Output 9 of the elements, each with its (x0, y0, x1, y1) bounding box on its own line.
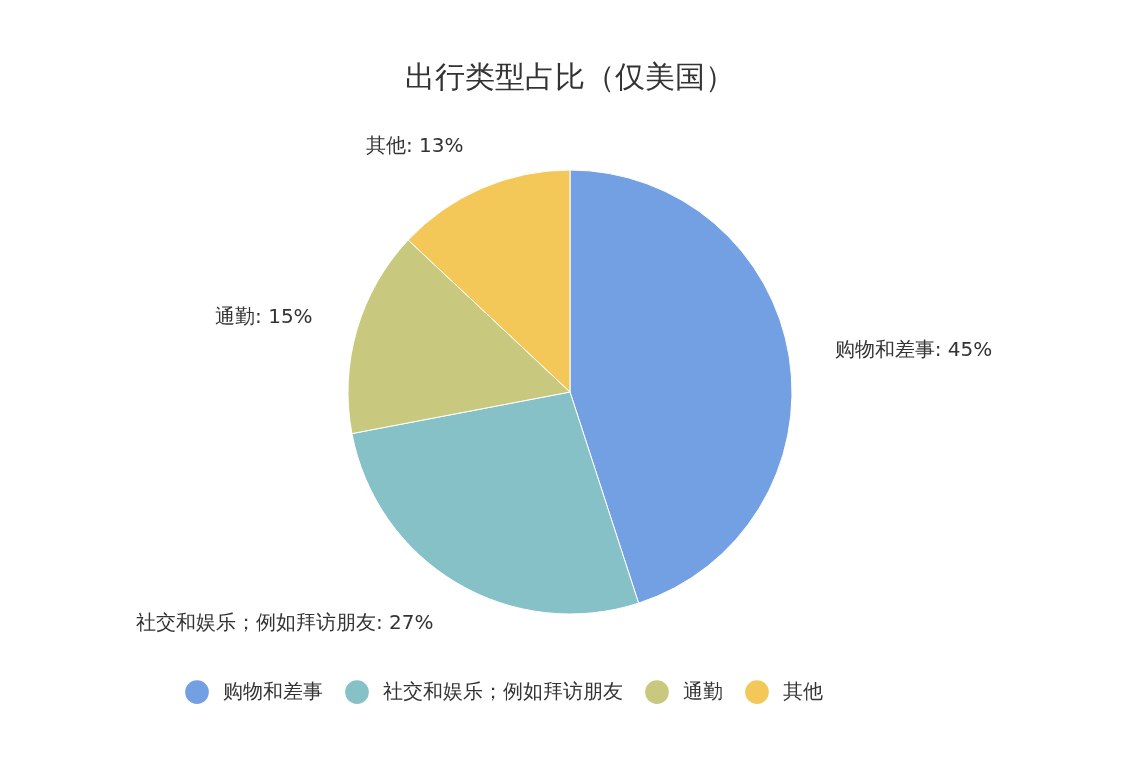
legend-label: 其他 (783, 679, 823, 704)
data-label: 其他: 13% (366, 133, 464, 158)
data-label: 购物和差事: 45% (834, 337, 993, 362)
legend-label: 购物和差事 (223, 679, 323, 704)
data-label: 通勤: 15% (215, 304, 313, 329)
chart-title: 出行类型占比（仅美国） (405, 59, 735, 94)
legend-label: 社交和娱乐；例如拜访朋友 (383, 679, 623, 704)
legend-label: 通勤 (683, 679, 723, 704)
data-label: 社交和娱乐；例如拜访朋友: 27% (136, 609, 434, 634)
